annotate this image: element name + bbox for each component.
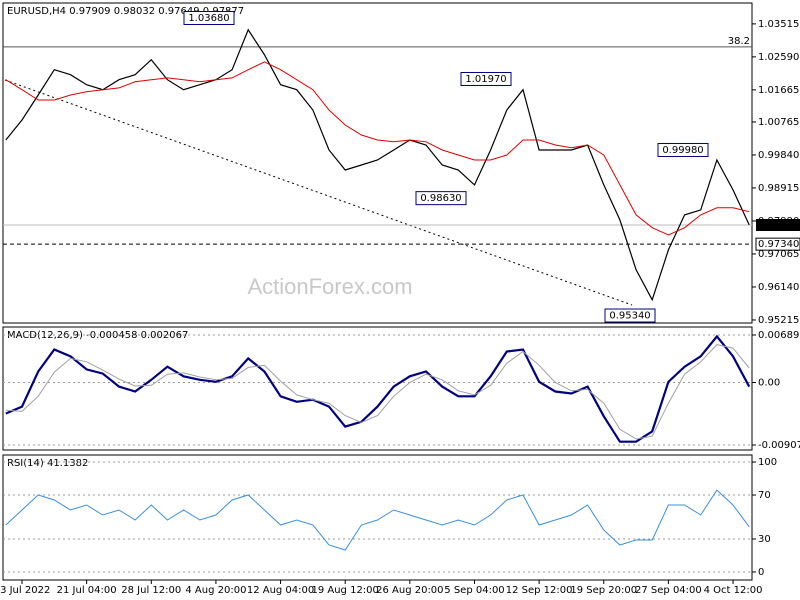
annotation-box [415,191,467,206]
level-label: 0.97877 [758,220,799,231]
annotation-label: 1.01970 [465,74,506,85]
x-tick-label: 19 Aug 12:00 [311,585,378,596]
panel-title: MACD(12,26,9) -0.000458 0.002067 [7,330,188,341]
y-tick-label: 100 [758,457,777,468]
y-tick-label: 70 [758,490,771,501]
panel-title: RSI(14) 41.1382 [7,458,88,469]
x-tick-label: 5 Sep 04:00 [444,585,504,596]
level-box [755,237,800,251]
series-line [5,334,751,443]
y-tick-label: 1.01665 [758,85,799,96]
x-tick-label: 28 Jul 12:00 [121,585,181,596]
annotation-label: 0.99980 [662,145,703,156]
y-tick-label: 0.96140 [758,282,799,293]
y-tick-label: 0.99840 [758,150,799,161]
x-tick-label: 12 Sep 12:00 [506,585,573,596]
y-tick-label: 1.02590 [758,52,799,63]
y-tick-label: 1.03515 [758,19,799,30]
panel-frame [2,326,753,451]
annotation-label: 0.95340 [609,311,650,322]
panel-title: EURUSD,H4 0.97909 0.98032 0.97649 0.9787… [7,6,244,17]
x-tick-label: 4 Aug 20:00 [185,585,246,596]
annotation-label: 1.03680 [188,13,229,24]
series-line [5,28,750,302]
x-tick-label: 19 Sep 20:00 [570,585,637,596]
series-line [5,489,750,551]
y-tick-label: 0.006899 [758,330,800,341]
x-tick-label: 26 Aug 20:00 [376,585,443,596]
y-tick-label: 0 [758,567,764,578]
y-tick-label: 0.95215 [758,315,799,326]
x-tick-label: 4 Oct 12:00 [704,585,763,596]
series-line [5,344,750,440]
annotation-box [657,142,709,157]
level-label: 0.97340 [758,239,799,250]
x-tick-label: 27 Sep 04:00 [635,585,702,596]
level-label: 38.2 [728,36,750,47]
y-tick-label: 30 [758,534,771,545]
panel-frame [2,2,753,324]
level-box [756,219,800,232]
annotation-box [183,10,235,25]
annotation-box [604,308,656,323]
watermark: ActionForex.com [247,274,412,299]
trend-line [4,79,633,306]
x-tick-label: 21 Jul 04:00 [57,585,117,596]
y-tick-label: 1.00765 [758,117,799,128]
y-tick-label: -0.009076 [758,440,800,451]
x-tick-label: 12 Aug 04:00 [247,585,314,596]
x-tick-label: 13 Jul 2022 [0,585,50,596]
annotation-label: 0.98630 [420,193,461,204]
y-tick-label: 0.00 [758,378,780,389]
series-line [5,61,750,236]
y-tick-label: 0.98915 [758,183,799,194]
panel-frame [2,454,753,581]
annotation-box [460,71,512,86]
y-tick-label: 0.97065 [758,249,799,260]
